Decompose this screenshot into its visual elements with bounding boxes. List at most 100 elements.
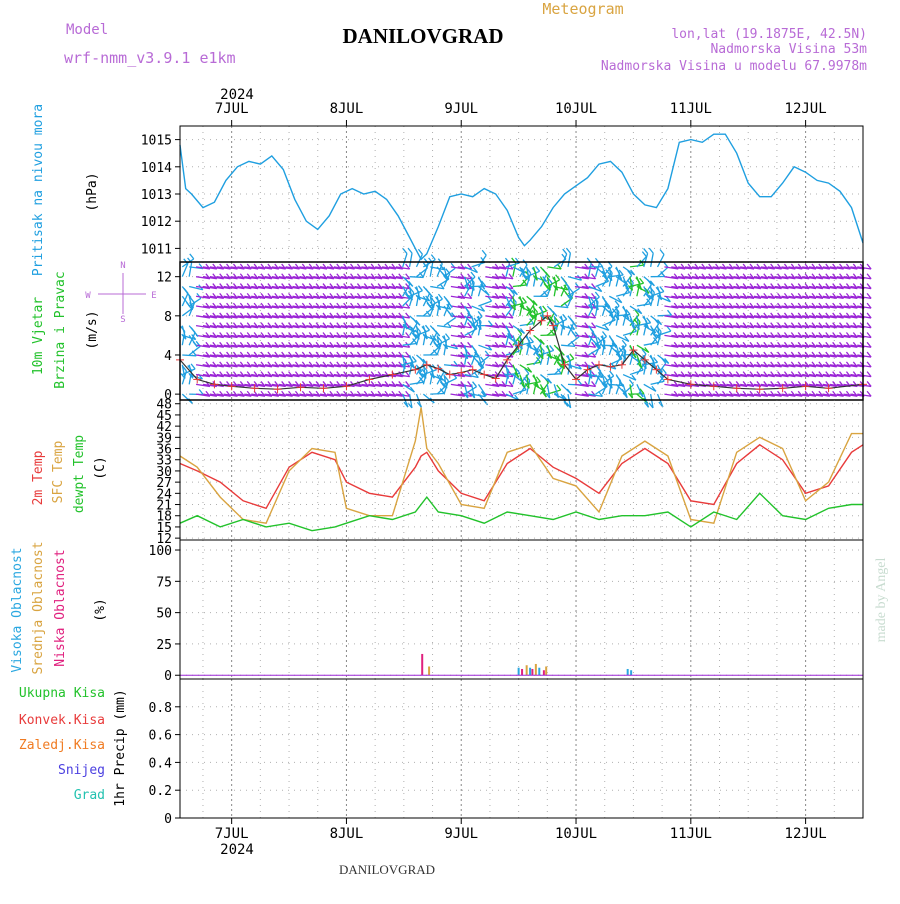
bar-visoka-oblacnost (538, 668, 540, 676)
y-tick-label: 4 (164, 349, 172, 364)
cloud-unit-label: (%) (93, 598, 108, 621)
y-tick-label: 0 (164, 812, 172, 827)
bottom-day-label-12jul: 12JUL (785, 826, 827, 842)
wind-barb-flag (649, 248, 653, 253)
wind-barb (561, 345, 575, 346)
wind-barb-flag (424, 259, 428, 264)
temp-side-label-2: SFC Temp (51, 441, 66, 504)
wind-barb (182, 355, 196, 356)
wind-barb (568, 253, 570, 267)
wind-barb-flag (438, 294, 442, 299)
model-label: Model (66, 22, 108, 38)
y-tick-label: 48 (156, 398, 172, 413)
wind-barb-flag (668, 310, 672, 315)
bar-visoka-oblacnost (630, 670, 632, 675)
top-day-label-12jul: 12JUL (785, 101, 827, 117)
pressure-side-label: Pritisak na nivou mora (31, 104, 46, 276)
precip-legend-total: Ukupna Kisa (19, 686, 105, 701)
top-day-label-8jul: 8JUL (330, 101, 364, 117)
cloud-side-label-3: Niska Oblacnost (53, 549, 68, 666)
y-tick-label: 1014 (141, 161, 172, 176)
bar-niska-oblacnost (543, 670, 545, 675)
wind-barb-flag (412, 356, 416, 361)
wind-barb (651, 253, 654, 267)
wind-barb (609, 359, 622, 365)
panel-frame (180, 540, 863, 679)
wind-barb-flag (199, 390, 203, 395)
bar-visoka-oblacnost (518, 668, 520, 676)
watermark: made by Angel (874, 558, 889, 643)
wind-barbs (181, 248, 871, 408)
panels: 1011101210131014101504812121518212427303… (141, 120, 871, 827)
y-tick-label: 0 (164, 669, 172, 684)
bar-niska-oblacnost (531, 669, 533, 675)
precip-legend-frozen: Zaledj.Kisa (19, 738, 105, 753)
year-label-bottom: 2024 (220, 842, 254, 858)
y-tick-label: 0.4 (149, 756, 173, 771)
temp-side-label-3: dewpt Temp (72, 435, 87, 513)
wind-barb-flag (563, 314, 567, 319)
wind-barb-flag (543, 306, 547, 311)
y-tick-label: 0.2 (149, 784, 172, 799)
bar-visoka-oblacnost (627, 669, 629, 675)
wind-barb-flag (556, 275, 560, 280)
side-labels: Pritisak na nivou mora (hPa) 10m Vjetar … (10, 104, 128, 807)
wind-barb-flag (662, 368, 666, 373)
wind-side-label-2: Brzina i Pravac (53, 271, 68, 388)
cloud-side-label-1: Visoka Oblacnost (10, 547, 25, 672)
wind-barb-flag (660, 287, 664, 292)
wind-barb-flag (640, 278, 644, 283)
wind-barb-flag (473, 382, 477, 387)
wind-barb-flag (190, 254, 194, 259)
wind-barb (423, 260, 435, 267)
wind-barb-flag (629, 380, 633, 385)
wind-barb-flag (418, 249, 422, 254)
precip-legend-graupel: Grad (74, 788, 105, 803)
series-pritisak-na-nivou-mora (180, 134, 863, 259)
wind-barb (658, 254, 664, 266)
bottom-day-label-11jul: 11JUL (670, 826, 712, 842)
product-title: Meteogram (542, 0, 623, 18)
wind-barb (596, 281, 609, 286)
footer-station: DANILOVGRAD (339, 862, 435, 877)
bar-visoka-oblacnost (529, 668, 531, 676)
wind-barb-flag (408, 248, 412, 253)
series-sfc-temp (180, 408, 863, 524)
y-tick-label: 0.6 (149, 729, 172, 744)
wind-unit-label: (m/s) (85, 310, 100, 349)
bottom-day-label-7jul: 7JUL (215, 826, 249, 842)
wind-barb-flag (642, 252, 646, 257)
y-tick-label: 50 (156, 607, 172, 622)
wind-barb (589, 263, 592, 277)
panel-precip: 00.20.40.60.8 (149, 679, 863, 827)
top-day-label-10jul: 10JUL (555, 101, 597, 117)
compass-north: N (120, 261, 125, 271)
wind-barb (658, 267, 668, 276)
model-altitude-label: Nadmorska Visina u modelu 67.9978m (601, 59, 867, 74)
wind-barb-flag (482, 250, 486, 255)
precip-legend-conv: Konvek.Kisa (19, 713, 105, 728)
wind-barb-flag (622, 340, 626, 345)
lonlat-label: lon,lat (19.1875E, 42.5N) (671, 27, 867, 42)
y-tick-label: 8 (164, 310, 172, 325)
wind-barb (506, 263, 519, 267)
y-tick-label: 75 (156, 575, 172, 590)
bar-niska-oblacnost (521, 669, 523, 675)
station-title: DANILOVGRAD (342, 24, 503, 48)
top-day-label-7jul: 7JUL (215, 101, 249, 117)
wind-barb-flag (550, 345, 554, 350)
pressure-unit-label: (hPa) (85, 172, 100, 211)
wind-barb (637, 345, 649, 352)
wind-barb-flag (610, 371, 614, 376)
y-tick-label: 100 (149, 544, 172, 559)
wind-barb (444, 318, 456, 326)
wind-barb-flag (191, 364, 195, 369)
model-name: wrf-nmm_v3.9.1 e1km (64, 49, 236, 67)
top-day-label-9jul: 9JUL (444, 101, 478, 117)
bottom-day-label-9jul: 9JUL (444, 826, 478, 842)
wind-barb-flag (471, 272, 475, 277)
